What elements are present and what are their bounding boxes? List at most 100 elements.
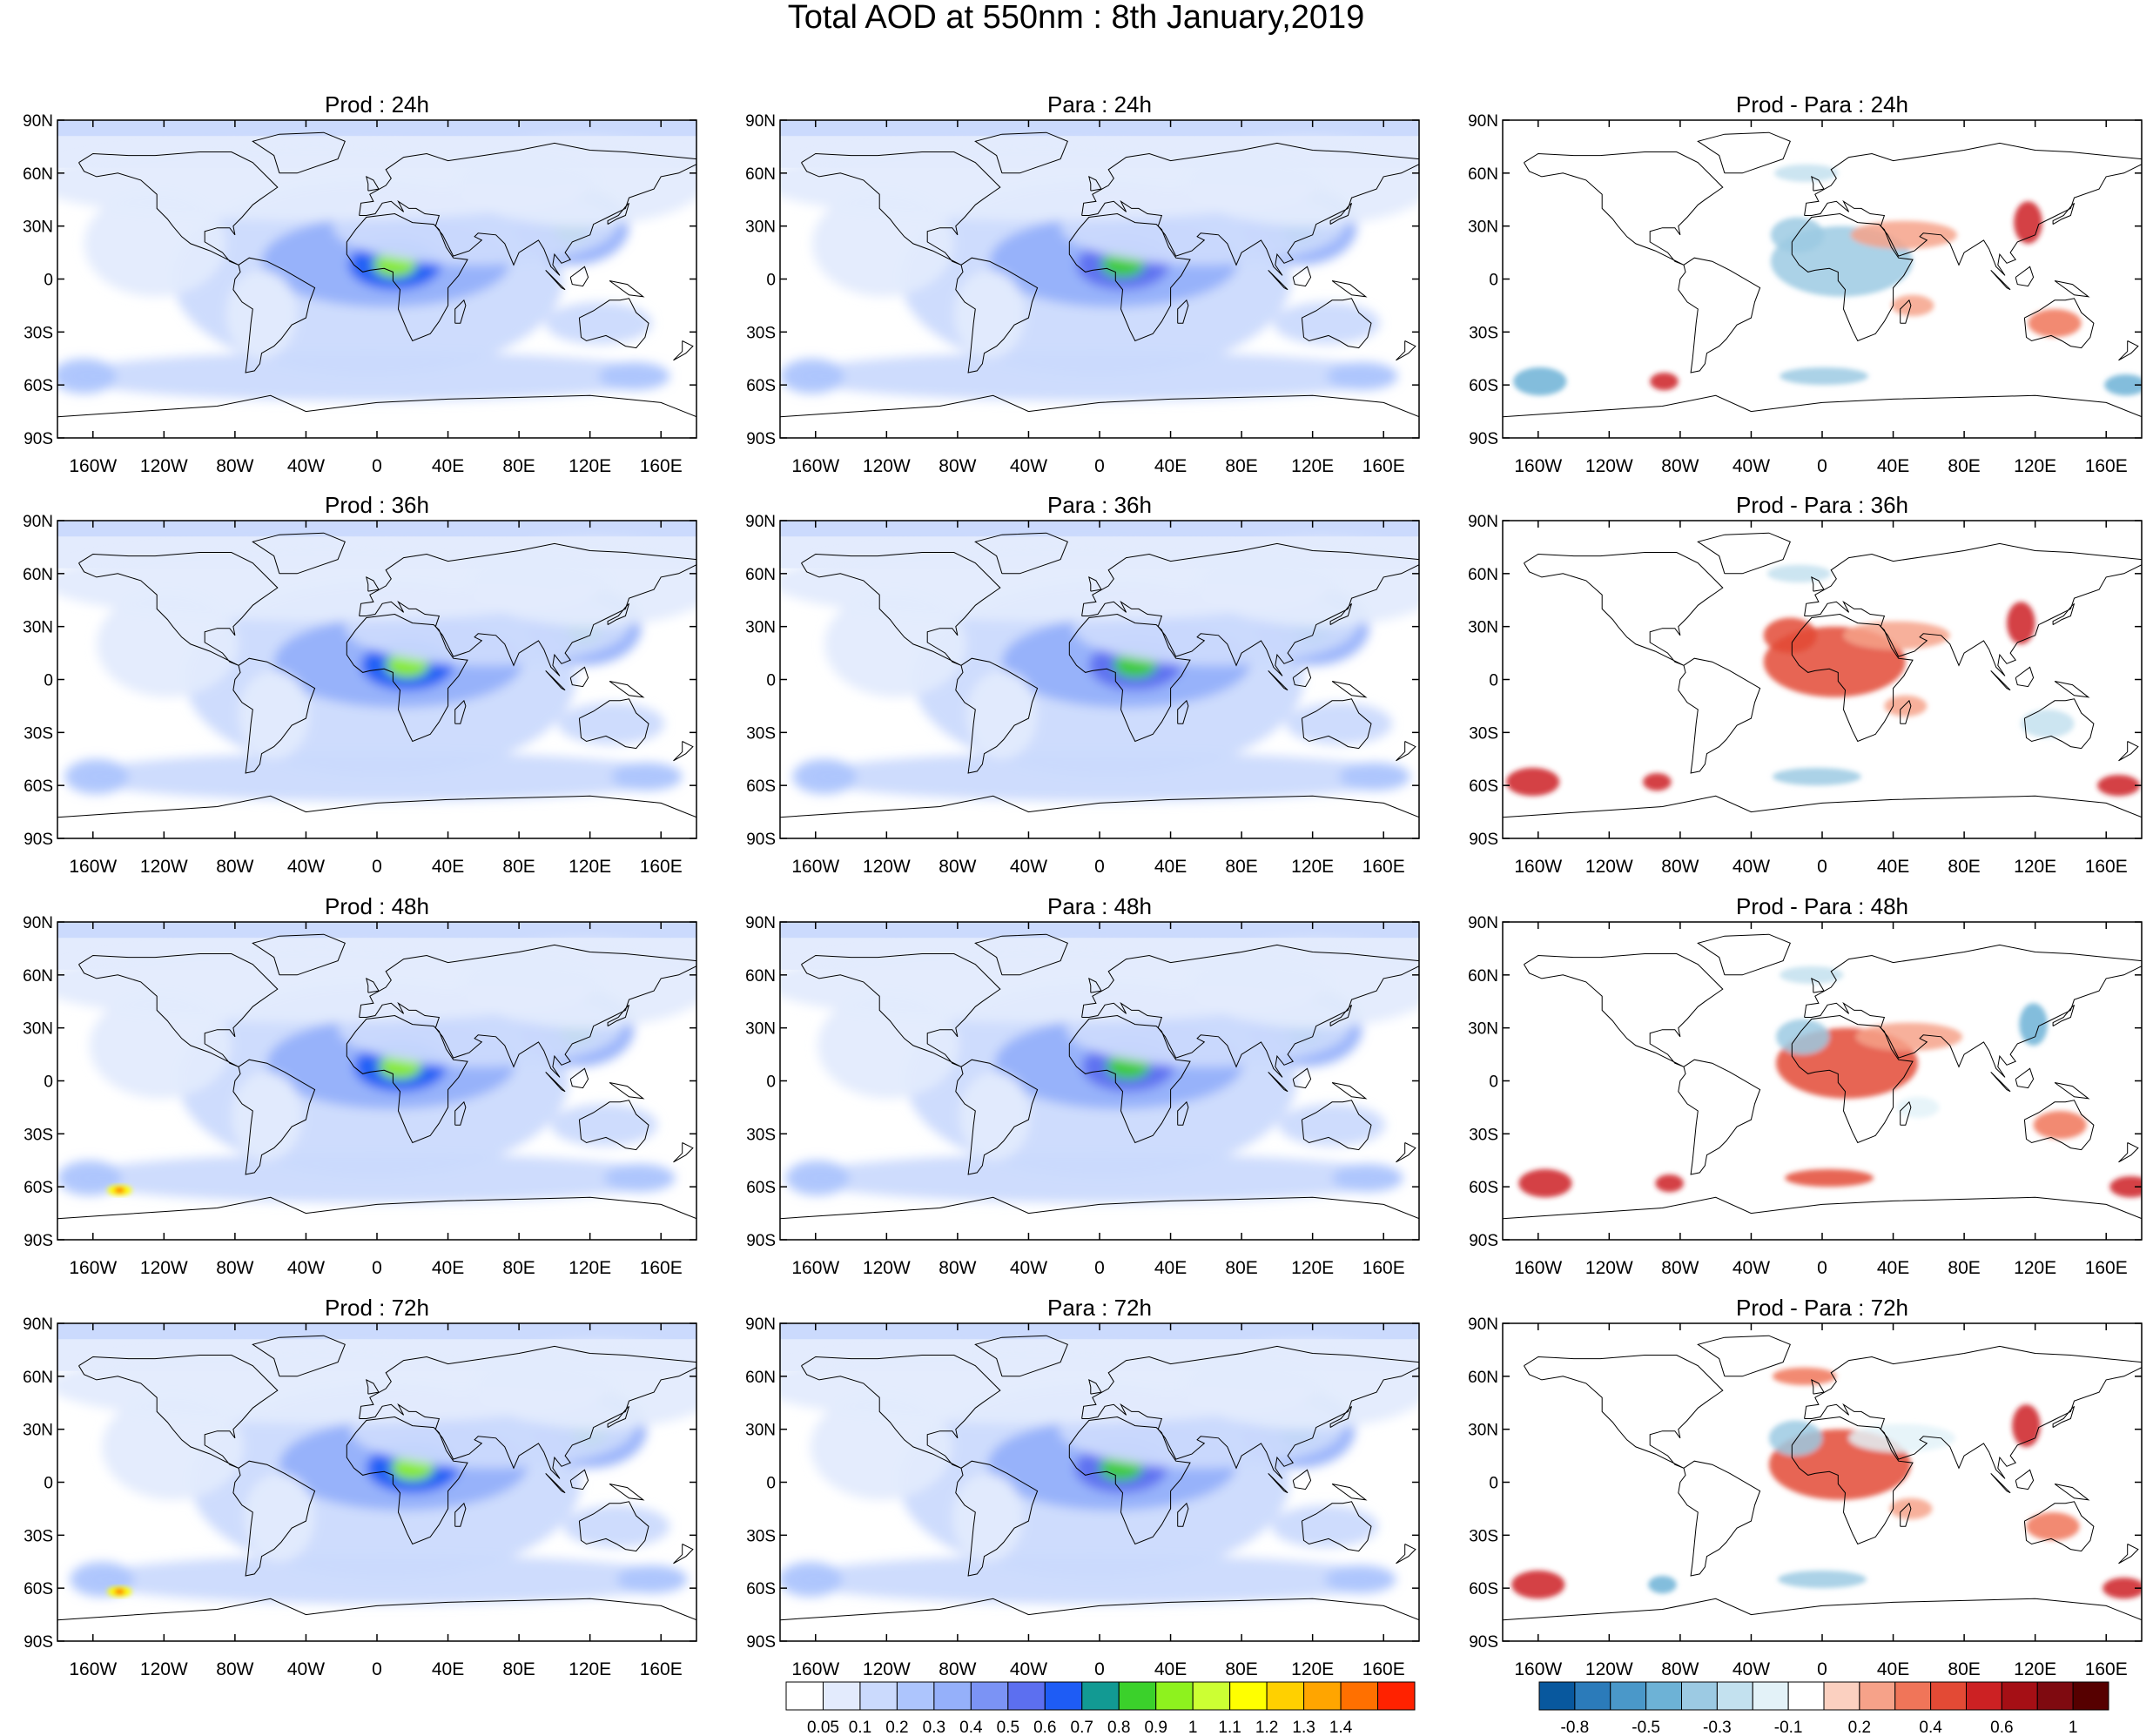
- lon-label: 120W: [863, 456, 911, 476]
- coastline: [1088, 977, 1102, 993]
- coastline: [569, 666, 589, 688]
- colorbar-label: 0.1: [849, 1719, 871, 1736]
- lat-label: 90N: [23, 513, 53, 531]
- aod-blob: [824, 591, 967, 697]
- diff-colorbar: -0.8 -0.5 -0.3 -0.1 0.2 0.4 0.6 1: [1538, 1681, 2109, 1736]
- coastline: [1697, 1335, 1791, 1377]
- aod-blob: [244, 1473, 315, 1562]
- lat-label: 90S: [1469, 831, 1498, 849]
- lat-label: 60S: [1469, 777, 1498, 796]
- lon-label: 80W: [939, 857, 976, 877]
- colorbar-label: 1.1: [1218, 1719, 1241, 1736]
- aod-hotspot: [114, 1188, 125, 1194]
- lon-label: 40W: [1010, 857, 1047, 877]
- lon-label: 40W: [287, 857, 325, 877]
- colorbar-cell: [1823, 1681, 1860, 1711]
- lat-label: 60N: [745, 566, 776, 584]
- lat-label: 0: [1489, 272, 1498, 290]
- coastline: [232, 257, 316, 373]
- diff-blob: [2028, 308, 2082, 338]
- lat-label: 30S: [746, 324, 776, 342]
- coastline: [1177, 299, 1189, 324]
- coastline: [78, 552, 279, 666]
- coastline: [1791, 613, 1914, 743]
- coastline: [252, 933, 346, 976]
- coastline: [1396, 340, 1416, 361]
- coastline: [974, 1335, 1068, 1377]
- lat-label: 90S: [24, 430, 53, 448]
- lon-label: 120W: [863, 1258, 911, 1278]
- coastline: [2015, 1469, 2035, 1490]
- coastline: [78, 953, 279, 1067]
- aod-blob: [616, 1564, 688, 1594]
- colorbar-label: -0.8: [1561, 1719, 1590, 1736]
- aod-blob: [811, 191, 954, 297]
- coastline: [2023, 1501, 2095, 1552]
- lon-label: 0: [372, 1258, 382, 1278]
- coastline: [1068, 212, 1191, 342]
- lon-label: 120W: [1585, 857, 1633, 877]
- lon-label: 80W: [216, 456, 253, 476]
- panel-title: Prod : 72h: [325, 1295, 429, 1321]
- coastline: [1331, 681, 1368, 698]
- map-panel: Prod - Para : 24h 90N 60N 30N 0 30S 60S 90S 160W…: [1468, 91, 2143, 476]
- aod-blob: [1332, 1163, 1403, 1193]
- coastline: [2052, 202, 2075, 225]
- lon-label: 80E: [1948, 1659, 1980, 1679]
- coastline: [974, 131, 1068, 174]
- lon-label: 120E: [569, 857, 611, 877]
- aod-blob: [806, 751, 1410, 802]
- lat-label: 60S: [1469, 377, 1498, 395]
- coastline: [545, 270, 566, 291]
- lon-label: 0: [1094, 1258, 1105, 1278]
- colorbar-cell: [1716, 1681, 1753, 1711]
- diff-blob: [2021, 709, 2075, 738]
- colorbar-label: 0.3: [923, 1719, 945, 1736]
- colorbar-cell: [1266, 1681, 1305, 1711]
- lon-label: 160W: [1514, 456, 1562, 476]
- diff-blob: [1785, 1168, 1874, 1188]
- aod-blob: [1326, 361, 1398, 391]
- lat-label: 0: [766, 1475, 776, 1493]
- lon-label: 40E: [1154, 1659, 1187, 1679]
- lat-label: 30S: [1469, 1126, 1498, 1144]
- coastline: [607, 1405, 629, 1429]
- lon-label: 80W: [939, 1659, 976, 1679]
- coastlines: [780, 131, 1419, 418]
- coastlines: [57, 933, 696, 1220]
- coastline: [2015, 666, 2035, 688]
- coastline: [1088, 175, 1102, 192]
- coastline: [1268, 1473, 1288, 1494]
- coastline: [1331, 1484, 1368, 1501]
- lon-label: 160E: [2085, 857, 2128, 877]
- coastline: [1791, 1416, 1914, 1545]
- lon-label: 80W: [1661, 1258, 1699, 1278]
- coastline: [1678, 257, 1761, 373]
- diff-blob: [1775, 1019, 1830, 1055]
- lon-label: 80W: [216, 1258, 253, 1278]
- coastline: [974, 933, 1068, 976]
- colorbar-cell: [1538, 1681, 1576, 1711]
- diff-blob: [2109, 1176, 2142, 1198]
- lon-label: 40W: [1010, 1659, 1047, 1679]
- lon-label: 0: [1817, 857, 1827, 877]
- coastline: [1524, 1355, 1724, 1469]
- diff-blob: [1648, 1575, 1677, 1594]
- lat-label: 60N: [745, 1369, 776, 1387]
- coastline: [1678, 1059, 1761, 1175]
- lat-label: 30N: [23, 1020, 53, 1039]
- coastline: [780, 1196, 1419, 1220]
- lon-label: 80E: [1225, 456, 1257, 476]
- lon-label: 120W: [863, 857, 911, 877]
- lat-label: 60S: [24, 377, 53, 395]
- lon-label: 120W: [140, 456, 188, 476]
- diff-blob: [2014, 201, 2042, 244]
- coastlines: [1503, 131, 2142, 418]
- lon-label: 0: [1817, 456, 1827, 476]
- diff-blob: [1773, 164, 1839, 182]
- coastline: [346, 1014, 468, 1144]
- coastline: [454, 299, 467, 324]
- lat-label: 30N: [23, 619, 53, 637]
- diff-blob: [1772, 1367, 1837, 1385]
- panel-title: Prod - Para : 72h: [1736, 1295, 1908, 1321]
